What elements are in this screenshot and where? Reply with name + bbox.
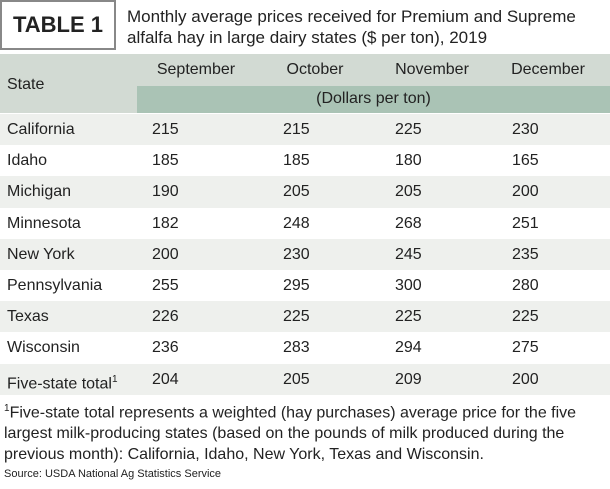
row-label: California <box>7 121 75 138</box>
cell-value: 180 <box>395 152 422 170</box>
cell-value: 226 <box>152 308 179 326</box>
cell-value: 280 <box>512 277 539 294</box>
row-label: Wisconsin <box>7 339 80 357</box>
row-label: Michigan <box>7 183 72 201</box>
table-row: Texas 226 225 225 225 <box>0 301 610 333</box>
cell-value: 251 <box>512 214 539 232</box>
cell-value: 283 <box>283 339 310 357</box>
cell-value: 185 <box>152 152 179 170</box>
cell-value: 200 <box>512 183 539 201</box>
table-label: TABLE 1 <box>0 0 116 50</box>
cell-value: 225 <box>395 121 422 138</box>
cell-value: 268 <box>395 214 422 232</box>
cell-value: 209 <box>395 370 422 388</box>
table-row: Minnesota 182 248 268 251 <box>0 207 610 239</box>
cell-value: 215 <box>152 121 179 138</box>
table-row: Wisconsin 236 283 294 275 <box>0 332 610 364</box>
cell-value: 295 <box>283 277 310 294</box>
unit-label: (Dollars per ton) <box>316 90 431 107</box>
cell-value: 182 <box>152 214 179 232</box>
row-label: Five-state total1 <box>7 373 118 392</box>
table-row: Five-state total1 204 205 209 200 <box>0 363 610 395</box>
cell-value: 245 <box>395 245 422 263</box>
cell-value: 300 <box>395 277 422 294</box>
cell-value: 200 <box>512 370 539 388</box>
cell-value: 190 <box>152 183 179 201</box>
source: Source: USDA National Ag Statistics Serv… <box>4 468 222 480</box>
table-title: Monthly average prices received for Prem… <box>127 7 576 47</box>
row-label: New York <box>7 245 75 263</box>
footnote-mark: 1 <box>111 373 118 385</box>
row-label: Texas <box>7 308 49 326</box>
column-header: November <box>395 61 469 78</box>
cell-value: 200 <box>152 245 179 263</box>
cell-value: 236 <box>152 339 179 357</box>
unit-band <box>137 86 610 113</box>
cell-value: 294 <box>395 339 422 357</box>
cell-value: 225 <box>395 308 422 326</box>
cell-value: 205 <box>283 370 310 388</box>
cell-value: 225 <box>512 308 539 326</box>
column-header: September <box>156 61 236 78</box>
row-label: Pennsylvania <box>7 277 103 294</box>
cell-value: 225 <box>283 308 310 326</box>
column-header: October <box>286 61 344 78</box>
row-label: Idaho <box>7 152 48 170</box>
cell-value: 235 <box>512 245 539 263</box>
cell-value: 204 <box>152 370 179 388</box>
cell-value: 230 <box>283 245 310 263</box>
footnote: 1Five-state total represents a weighted … <box>4 398 608 465</box>
footnote-text: Five-state total represents a weighted (… <box>4 404 577 464</box>
table-row: Idaho 185 185 180 165 <box>0 145 610 177</box>
table-row: California 215 215 225 230 <box>0 114 610 146</box>
table-row: New York 200 230 245 235 <box>0 238 610 270</box>
cell-value: 248 <box>283 214 310 232</box>
column-header: December <box>511 61 585 78</box>
cell-value: 185 <box>283 152 310 170</box>
table-row: Pennsylvania 255 295 300 280 <box>0 270 610 302</box>
table-row: Michigan 190 205 205 200 <box>0 176 610 208</box>
footnote-mark: 1 <box>4 403 10 414</box>
column-header: State <box>7 76 45 93</box>
cell-value: 205 <box>283 183 310 201</box>
row-label: Minnesota <box>7 214 81 232</box>
cell-value: 230 <box>512 121 539 138</box>
cell-value: 205 <box>395 183 422 201</box>
cell-value: 215 <box>283 121 310 138</box>
cell-value: 275 <box>512 339 539 357</box>
cell-value: 165 <box>512 152 539 170</box>
cell-value: 255 <box>152 277 179 294</box>
